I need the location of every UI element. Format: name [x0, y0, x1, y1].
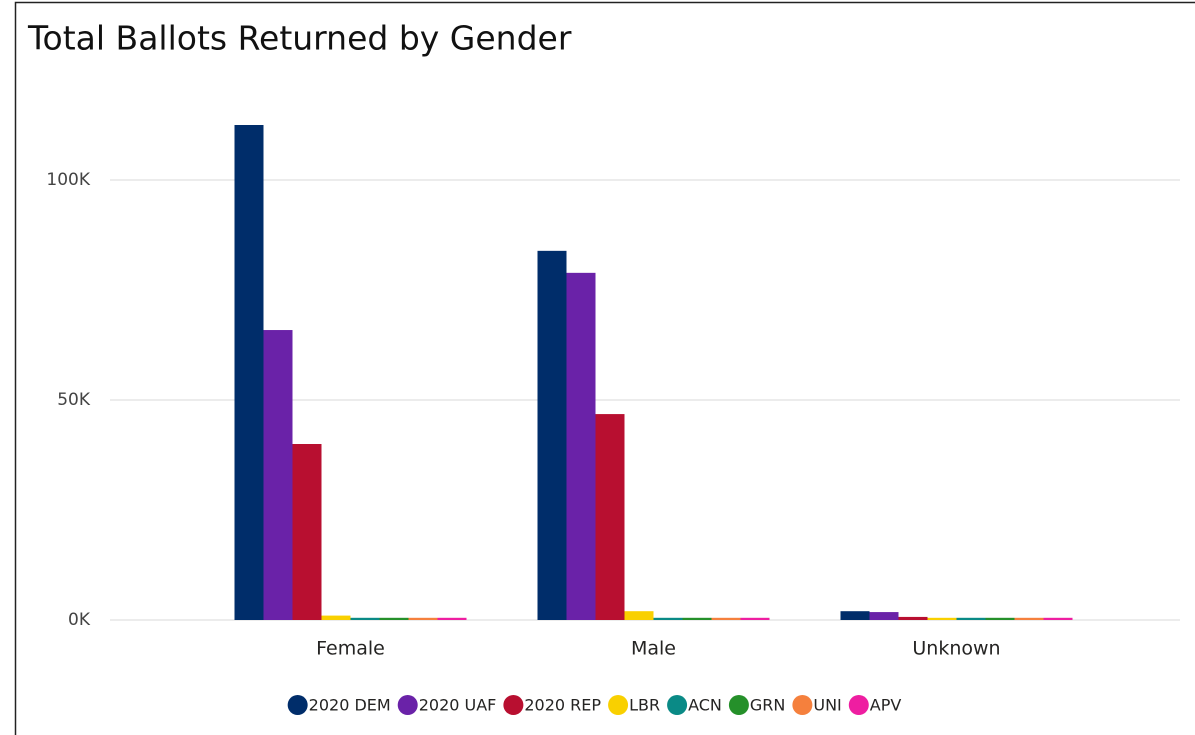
- legend-marker: [397, 695, 418, 715]
- legend-marker: [608, 695, 629, 715]
- bar: [927, 617, 957, 620]
- bar: [1043, 617, 1073, 620]
- bar: [653, 617, 683, 620]
- legend-marker: [848, 695, 869, 715]
- chart-title: Total Ballots Returned by Gender: [27, 19, 572, 58]
- legend-marker: [792, 695, 813, 715]
- bar: [985, 617, 1015, 620]
- bar: [350, 617, 380, 620]
- bar: [682, 617, 712, 620]
- bar: [408, 617, 438, 620]
- bar: [869, 612, 899, 620]
- bar: [1014, 617, 1044, 620]
- bar: [234, 125, 264, 620]
- bar: [292, 444, 322, 620]
- legend-marker: [287, 695, 308, 715]
- x-tick-label: Male: [631, 638, 676, 660]
- bar: [537, 250, 567, 620]
- legend-label: GRN: [750, 696, 785, 715]
- bar: [595, 414, 625, 620]
- legend-marker: [503, 695, 524, 715]
- bar: [740, 617, 770, 620]
- legend-label: ACN: [688, 696, 722, 715]
- legend-label: UNI: [813, 696, 841, 715]
- bar: [437, 617, 467, 620]
- bar: [840, 611, 870, 620]
- y-tick-label: 100K: [46, 170, 90, 190]
- x-tick-label: Female: [316, 638, 385, 660]
- bar: [956, 617, 986, 620]
- bar: [321, 615, 351, 620]
- bar: [898, 616, 928, 620]
- legend-label: APV: [870, 696, 902, 715]
- legend-label: 2020 REP: [524, 696, 601, 715]
- bar: [566, 272, 596, 620]
- legend-marker: [728, 695, 749, 715]
- bar: [624, 611, 654, 620]
- legend-label: 2020 UAF: [419, 696, 497, 715]
- legend-label: 2020 DEM: [309, 696, 391, 715]
- chart-border: [14, 1, 1195, 735]
- y-tick-label: 0K: [68, 610, 91, 630]
- bar: [379, 617, 409, 620]
- y-tick-label: 50K: [57, 390, 91, 410]
- bar: [263, 330, 293, 620]
- legend-label: LBR: [629, 696, 660, 715]
- x-tick-label: Unknown: [912, 638, 1000, 660]
- bar: [711, 617, 741, 620]
- legend-marker: [667, 695, 688, 715]
